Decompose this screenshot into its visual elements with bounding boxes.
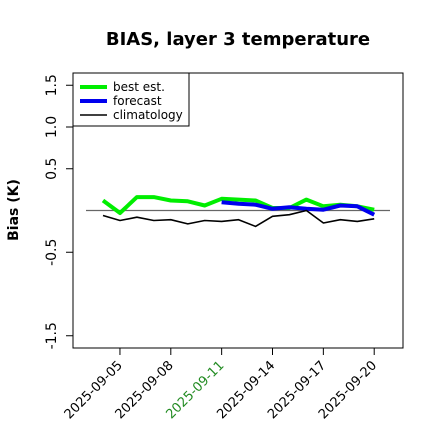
y-axis: -1.5 -0.5 0.5 1.0 1.5 bbox=[44, 74, 73, 349]
legend-label: best est. bbox=[113, 80, 165, 94]
y-tick-label: 1.5 bbox=[44, 74, 60, 96]
plot-frame bbox=[72, 72, 404, 349]
legend-label: climatology bbox=[113, 108, 183, 122]
series-layer bbox=[101, 195, 376, 228]
y-tick-label: 1.0 bbox=[44, 116, 60, 138]
y-tick-label: -1.5 bbox=[44, 322, 60, 349]
series-line-best-est bbox=[101, 195, 375, 215]
y-tick-label: 0.5 bbox=[44, 158, 60, 180]
y-tick-label: -0.5 bbox=[44, 239, 60, 266]
chart-title: BIAS, layer 3 temperature bbox=[106, 29, 370, 50]
legend-label: forecast bbox=[113, 94, 162, 108]
series-line-climatology bbox=[102, 209, 375, 228]
series-line-forecast bbox=[221, 200, 376, 217]
y-axis-label: Bias (K) bbox=[6, 179, 22, 241]
x-axis: 2025-09-052025-09-082025-09-112025-09-14… bbox=[62, 348, 380, 422]
